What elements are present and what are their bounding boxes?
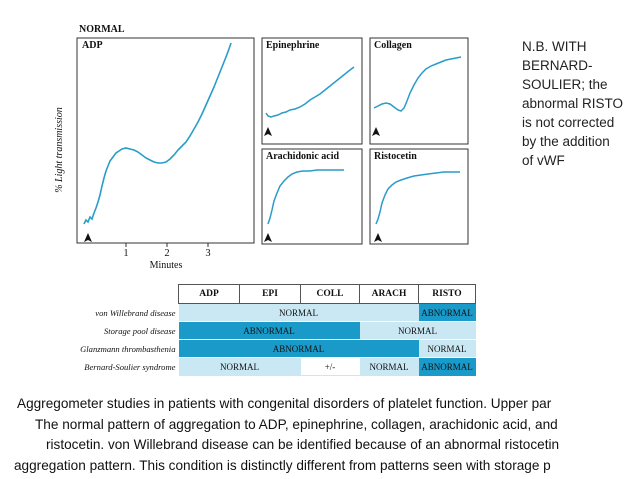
epinephrine-trace <box>265 66 355 118</box>
table-row: Bernard-Soulier syndrome NORMAL +/- NORM… <box>48 357 476 376</box>
ristocetin-panel-frame <box>369 148 469 245</box>
arachidonic-arrow-icon <box>264 233 272 242</box>
note-line: abnormal RISTO <box>522 96 624 111</box>
x-tick-3: 3 <box>205 248 210 259</box>
figure-caption: Aggregometer studies in patients with co… <box>0 394 638 476</box>
x-axis-ticks <box>125 243 209 247</box>
result-cell: +/- <box>300 357 360 376</box>
result-cell: NORMAL <box>359 357 419 376</box>
table-row: von Willebrand disease NORMAL ABNORMAL <box>48 303 476 322</box>
result-cell: ABNORMAL <box>178 339 419 358</box>
note-line: BERNARD- <box>522 58 593 73</box>
collagen-panel-title: Collagen <box>374 40 412 51</box>
y-axis-label: % Light transmission <box>54 107 65 193</box>
bernard-soulier-note: N.B. WITH BERNARD- SOULIER; the abnormal… <box>522 37 637 170</box>
col-header-arach: ARACH <box>359 284 419 304</box>
col-header-coll: COLL <box>300 284 360 304</box>
x-tick-1: 1 <box>123 248 128 259</box>
collagen-trace <box>373 56 462 112</box>
result-cell: NORMAL <box>178 303 419 322</box>
caption-line: The normal pattern of aggregation to ADP… <box>35 416 558 432</box>
epinephrine-panel-frame <box>261 37 363 145</box>
arachidonic-panel-frame <box>261 148 363 245</box>
col-header-risto: RISTO <box>418 284 476 304</box>
note-line: by the addition <box>522 134 610 149</box>
arachidonic-panel-title: Arachidonic acid <box>266 151 339 162</box>
collagen-panel-frame <box>369 37 469 145</box>
col-header-epi: EPI <box>239 284 301 304</box>
epinephrine-arrow-icon <box>264 127 272 136</box>
caption-line: aggregation pattern. This condition is d… <box>14 457 551 473</box>
table-row: Storage pool disease ABNORMAL NORMAL <box>48 321 476 340</box>
ristocetin-arrow-icon <box>374 233 382 242</box>
results-table: ADP EPI COLL ARACH RISTO von Willebrand … <box>48 284 476 376</box>
arrow-markers <box>84 127 382 242</box>
x-axis-label: Minutes <box>150 260 183 271</box>
result-cell: ABNORMAL <box>418 357 476 376</box>
adp-trace <box>83 42 232 225</box>
adp-panel-frame <box>76 37 255 244</box>
collagen-arrow-icon <box>372 127 380 136</box>
table-row: Glanzmann thrombasthenia ABNORMAL NORMAL <box>48 339 476 358</box>
note-line: is not corrected <box>522 115 615 130</box>
adp-arrow-icon <box>84 233 92 242</box>
result-cell: NORMAL <box>359 321 476 340</box>
ristocetin-panel-title: Ristocetin <box>374 151 417 162</box>
ristocetin-trace <box>375 171 460 225</box>
row-label: Storage pool disease <box>103 325 176 336</box>
row-label: von Willebrand disease <box>95 307 176 318</box>
result-cell: NORMAL <box>178 357 301 376</box>
row-label: Glanzmann thrombasthenia <box>80 343 176 354</box>
note-line: N.B. WITH <box>522 39 587 54</box>
col-header-adp: ADP <box>178 284 240 304</box>
caption-line: ristocetin. von Willebrand disease can b… <box>46 437 560 452</box>
caption-line: Aggregometer studies in patients with co… <box>17 396 552 411</box>
note-line: of vWF <box>522 153 565 168</box>
row-label: Bernard-Soulier syndrome <box>84 361 176 372</box>
normal-heading: NORMAL <box>79 24 125 35</box>
note-line: SOULIER; the <box>522 77 608 92</box>
result-cell: NORMAL <box>418 339 476 358</box>
arachidonic-trace <box>267 169 344 225</box>
adp-panel-title: ADP <box>82 40 103 51</box>
table-header-row: ADP EPI COLL ARACH RISTO <box>48 284 476 304</box>
result-cell: ABNORMAL <box>418 303 476 322</box>
result-cell: ABNORMAL <box>178 321 360 340</box>
epinephrine-panel-title: Epinephrine <box>266 40 320 51</box>
x-tick-2: 2 <box>164 248 169 259</box>
